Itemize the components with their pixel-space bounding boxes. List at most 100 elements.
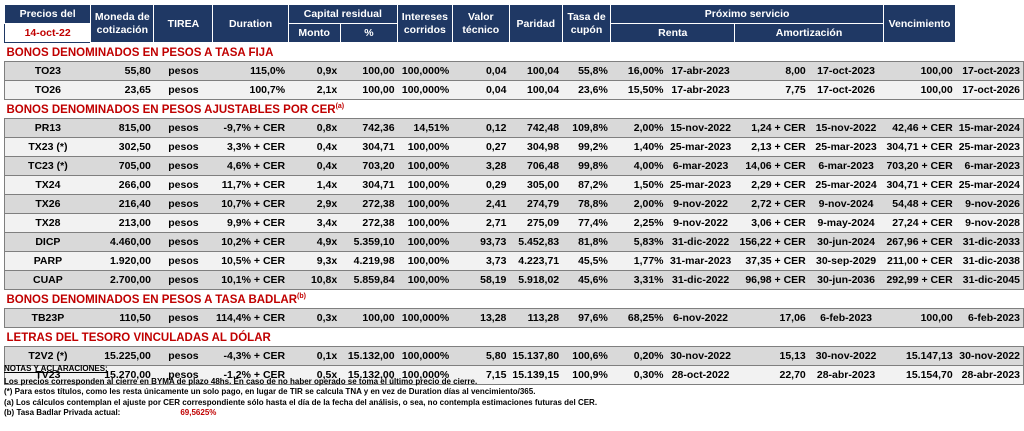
valor-tecnico-cell: 5.452,83 — [509, 232, 563, 252]
intereses-cell: 0,12 — [452, 118, 510, 138]
pct-cell: 100,00% — [397, 232, 453, 252]
currency-cell: pesos — [153, 232, 213, 252]
pct-cell: 100,00% — [397, 251, 453, 271]
renta-date-cell: 15-nov-2022 — [666, 118, 735, 138]
renta-cell: 15,13 — [734, 346, 809, 366]
bond-table: Precios del Moneda de cotización TIREA D… — [3, 4, 1024, 385]
duration-cell: 0,9x — [288, 61, 341, 81]
cupon-cell: 68,25% — [610, 308, 667, 328]
monto-cell: 703,20 — [340, 156, 398, 176]
renta-date-cell: 30-nov-2022 — [666, 346, 735, 366]
table-row: PR13 815,00 pesos -9,7% + CER 0,8x 742,36 14,5… — [3, 118, 1024, 138]
price-cell: 216,40 — [90, 194, 154, 214]
header-proximo-servicio: Próximo servicio — [610, 4, 884, 24]
valor-tecnico-cell: 742,48 — [509, 118, 563, 138]
intereses-cell: 3,28 — [452, 156, 510, 176]
pct-cell: 100,00% — [397, 194, 453, 214]
tirea-cell: 9,9% + CER — [212, 213, 289, 233]
intereses-cell: 2,71 — [452, 213, 510, 233]
header-tasa-cupon: Tasa de cupón — [561, 4, 612, 43]
renta-date-cell: 6-mar-2023 — [666, 156, 735, 176]
table-row: TX24 266,00 pesos 11,7% + CER 1,4x 304,71 100,… — [3, 175, 1024, 195]
monto-cell: 304,71 — [340, 137, 398, 157]
price-cell: 213,00 — [90, 213, 154, 233]
renta-cell: 2,72 + CER — [734, 194, 809, 214]
pct-cell: 100,000% — [397, 61, 453, 81]
valor-tecnico-cell: 100,04 — [509, 61, 563, 81]
ticker-cell: TX28 — [3, 213, 91, 233]
currency-cell: pesos — [153, 251, 213, 271]
intereses-cell: 7,15 — [452, 365, 510, 385]
cupon-cell: 2,25% — [610, 213, 667, 233]
price-cell: 23,65 — [90, 80, 154, 100]
renta-date-cell: 17-abr-2023 — [666, 61, 735, 81]
amort-date-cell: 30-jun-2024 — [808, 232, 884, 252]
price-cell: 15.225,00 — [90, 346, 154, 366]
vencimiento-cell: 17-oct-2023 — [955, 61, 1024, 81]
cupon-cell: 5,83% — [610, 232, 667, 252]
table-row: T2V2 (*) 15.225,00 pesos -4,3% + CER 0,1x 15.… — [3, 346, 1024, 366]
ticker-cell: TO26 — [3, 80, 91, 100]
intereses-cell: 93,73 — [452, 232, 510, 252]
intereses-cell: 0,04 — [452, 61, 510, 81]
amort-cell: 100,00 — [883, 61, 956, 81]
note-line-3: (a) Los cálculos contemplan el ajuste po… — [4, 397, 598, 407]
vencimiento-cell: 15-mar-2024 — [955, 118, 1024, 138]
renta-cell: 37,35 + CER — [734, 251, 809, 271]
price-cell: 2.700,00 — [90, 270, 154, 290]
duration-cell: 10,8x — [288, 270, 341, 290]
amort-date-cell: 17-oct-2023 — [808, 61, 884, 81]
cupon-cell: 0,30% — [610, 365, 667, 385]
section-title-text: LETRAS DEL TESORO VINCULADAS AL DÓLAR — [6, 331, 271, 344]
duration-cell: 3,4x — [288, 213, 341, 233]
paridad-cell: 100,6% — [562, 346, 611, 366]
table-row: TV23 15.270,00 pesos -1,2% + CER 0,5x 15.132,… — [3, 365, 1024, 385]
amort-cell: 703,20 + CER — [883, 156, 956, 176]
header-tirea: TIREA — [153, 4, 214, 43]
amort-cell: 15.147,13 — [883, 346, 956, 366]
currency-cell: pesos — [153, 118, 213, 138]
section-title: BONOS DENOMINADOS EN PESOS AJUSTABLES PO… — [4, 99, 1024, 119]
currency-cell: pesos — [153, 175, 213, 195]
ticker-cell: PR13 — [3, 118, 91, 138]
vencimiento-cell: 17-oct-2026 — [955, 80, 1024, 100]
monto-cell: 15.132,00 — [340, 365, 398, 385]
vencimiento-cell: 31-dic-2045 — [955, 270, 1024, 290]
vencimiento-cell: 9-nov-2026 — [955, 194, 1024, 214]
amort-cell: 267,96 + CER — [883, 232, 956, 252]
paridad-cell: 81,8% — [562, 232, 611, 252]
section-title-row: LETRAS DEL TESORO VINCULADAS AL DÓLAR — [4, 327, 1024, 347]
valor-tecnico-cell: 305,00 — [509, 175, 563, 195]
duration-cell: 2,1x — [288, 80, 341, 100]
renta-cell: 7,75 — [734, 80, 809, 100]
section-title-row: BONOS DENOMINADOS EN PESOS A TASA BADLAR… — [4, 289, 1024, 309]
price-cell: 705,00 — [90, 156, 154, 176]
vencimiento-cell: 6-mar-2023 — [955, 156, 1024, 176]
renta-cell: 8,00 — [734, 61, 809, 81]
amort-date-cell: 9-nov-2024 — [808, 194, 884, 214]
cupon-cell: 2,00% — [610, 194, 667, 214]
monto-cell: 272,38 — [340, 194, 398, 214]
monto-cell: 742,36 — [340, 118, 398, 138]
ticker-cell: TX26 — [3, 194, 91, 214]
ticker-cell: TX24 — [3, 175, 91, 195]
pct-cell: 100,000% — [397, 308, 453, 328]
header-paridad: Paridad — [508, 4, 563, 43]
amort-date-cell: 17-oct-2026 — [808, 80, 884, 100]
price-cell: 302,50 — [90, 137, 154, 157]
table-row: DICP 4.460,00 pesos 10,2% + CER 4,9x 5.359,10… — [3, 232, 1024, 252]
table-row: TC23 (*) 705,00 pesos 4,6% + CER 0,4x 703,20 1… — [3, 156, 1024, 176]
vencimiento-cell: 25-mar-2023 — [955, 137, 1024, 157]
ticker-cell: T2V2 (*) — [3, 346, 91, 366]
pct-cell: 100,000% — [397, 346, 453, 366]
currency-cell: pesos — [153, 270, 213, 290]
bond-table-sheet: Precios del Moneda de cotización TIREA D… — [3, 4, 1024, 385]
amort-date-cell: 30-nov-2022 — [808, 346, 884, 366]
valor-tecnico-cell: 706,48 — [509, 156, 563, 176]
paridad-cell: 78,8% — [562, 194, 611, 214]
vencimiento-cell: 31-dic-2038 — [955, 251, 1024, 271]
header-capital-residual: Capital residual — [287, 4, 399, 24]
renta-cell: 2,13 + CER — [734, 137, 809, 157]
intereses-cell: 5,80 — [452, 346, 510, 366]
header-intereses: Intereses corridos — [397, 4, 453, 43]
